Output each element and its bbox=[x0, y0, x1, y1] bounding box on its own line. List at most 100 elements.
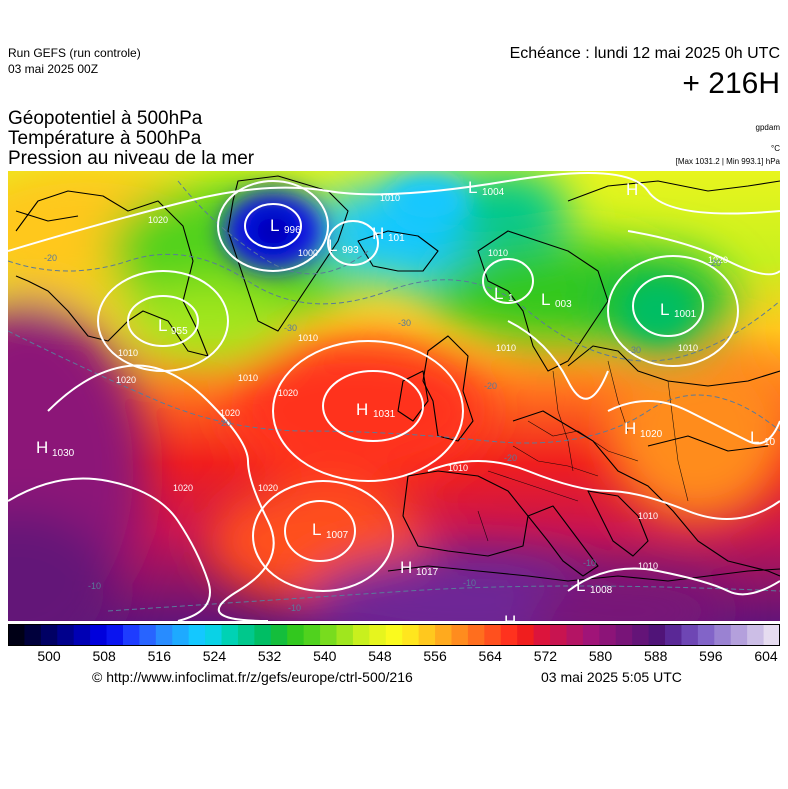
pressure-center-value: 955 bbox=[171, 326, 188, 337]
colorbar-tick-label: 540 bbox=[313, 648, 337, 664]
forecast-date: Echéance : lundi 12 mai 2025 0h UTC bbox=[509, 45, 780, 62]
isobar-label: 1020 bbox=[173, 483, 193, 493]
pressure-center: H bbox=[626, 180, 638, 199]
colorbar-swatch bbox=[402, 624, 420, 646]
colorbar-swatch bbox=[320, 624, 338, 646]
isobar-label: 1010 bbox=[448, 463, 468, 473]
unit-gpdam: gpdam bbox=[755, 123, 780, 132]
title-geopotential: Géopotentiel à 500hPa bbox=[8, 108, 203, 129]
colorbar-swatch bbox=[8, 624, 26, 646]
colorbar-tick-label: 532 bbox=[257, 648, 282, 664]
pressure-center: L bbox=[541, 290, 550, 309]
temperature-label: -10 bbox=[288, 603, 301, 613]
pressure-center: H bbox=[372, 224, 384, 243]
colorbar-tick-label: 500 bbox=[37, 648, 61, 664]
colorbar-swatch bbox=[237, 624, 255, 646]
colorbar-swatch bbox=[730, 624, 748, 646]
colorbar-swatch bbox=[139, 624, 157, 646]
pressure-center-value: 003 bbox=[555, 299, 572, 310]
isobar-label: 1010 bbox=[496, 343, 516, 353]
temperature-label: -30 bbox=[398, 318, 411, 328]
isobar-label: 1020 bbox=[278, 388, 298, 398]
colorbar-tick-label: 524 bbox=[202, 648, 227, 664]
isobar-label: 1010 bbox=[118, 348, 138, 358]
isobar-label: 1000 bbox=[298, 248, 318, 258]
colorbar-tick-label: 516 bbox=[147, 648, 171, 664]
pressure-center: L bbox=[312, 520, 321, 539]
colorbar-swatch bbox=[24, 624, 42, 646]
temperature-label: -20 bbox=[484, 381, 497, 391]
colorbar-swatch bbox=[615, 624, 633, 646]
isobar-label: 1010 bbox=[638, 561, 658, 571]
pressure-center-value: 101 bbox=[388, 233, 405, 244]
isobar-label: 1020 bbox=[708, 255, 728, 265]
pressure-center-value: 1017 bbox=[416, 567, 439, 578]
colorbar-swatch bbox=[451, 624, 469, 646]
temperature-labels: -20 -20 -30 -30 -20 -20 -30 -20 -10 -10 … bbox=[44, 253, 721, 613]
pressure-center-value: 1004 bbox=[482, 187, 505, 198]
colorbar-swatch bbox=[517, 624, 535, 646]
pressure-center: L bbox=[468, 178, 477, 197]
unit-celsius: °C bbox=[771, 144, 780, 153]
pressure-center: H bbox=[624, 419, 636, 438]
colorbar-swatch bbox=[221, 624, 239, 646]
pressure-center-value: 996 bbox=[284, 225, 301, 236]
pressure-center-value: 1031 bbox=[373, 409, 396, 420]
pressure-center-value: 1008 bbox=[590, 585, 613, 596]
weather-map: L 996 L 993 H 101 L 1004 H L 955 L1 L 003 L 100… bbox=[8, 171, 780, 621]
pressure-center: H bbox=[356, 400, 368, 419]
colorbar-swatch bbox=[106, 624, 124, 646]
temperature-label: -30 bbox=[628, 345, 641, 355]
colorbar-swatch bbox=[550, 624, 568, 646]
colorbar-swatch bbox=[484, 624, 502, 646]
isobar-label: 1010 bbox=[488, 248, 508, 258]
run-date: 03 mai 2025 00Z bbox=[8, 62, 99, 76]
pressure-center-value: 1030 bbox=[52, 448, 75, 459]
colorbar-swatch bbox=[435, 624, 453, 646]
temperature-label: -10 bbox=[88, 581, 101, 591]
colorbar-swatch bbox=[763, 624, 780, 646]
pressure-center: L bbox=[158, 316, 167, 335]
colorbar-swatch bbox=[287, 624, 305, 646]
colorbar-swatch bbox=[747, 624, 765, 646]
colorbar-swatch bbox=[155, 624, 173, 646]
colorbar-tick-label: 548 bbox=[368, 648, 392, 664]
pressure-center: H bbox=[504, 612, 516, 621]
colorbar-swatch bbox=[73, 624, 91, 646]
colorbar-swatch bbox=[697, 624, 715, 646]
colorbar-swatch bbox=[418, 624, 436, 646]
colorbar-tick-label: 556 bbox=[423, 648, 447, 664]
colorbar-swatch bbox=[254, 624, 272, 646]
title-temperature: Température à 500hPa bbox=[8, 128, 202, 149]
temperature-label: -20 bbox=[44, 253, 57, 263]
pressure-center-value: 993 bbox=[342, 245, 359, 256]
pressure-center: H bbox=[36, 438, 48, 457]
colorbar-swatch bbox=[188, 624, 206, 646]
isobar-labels: 1010 1020 1010 1000 1010 1020 1010 1010 … bbox=[116, 193, 728, 571]
run-label: Run GEFS (run controle) bbox=[8, 46, 141, 60]
colorbar-ticks: 500 508 516 524 532 540 548 556 564 572 580 588 596 6… bbox=[8, 648, 780, 666]
pressure-center: L bbox=[328, 236, 337, 255]
colorbar-swatch bbox=[632, 624, 650, 646]
pressure-center: L bbox=[494, 284, 503, 303]
colorbar-swatch bbox=[599, 624, 617, 646]
colorbar-swatch bbox=[172, 624, 190, 646]
pressure-center: L bbox=[576, 576, 585, 595]
pressure-center: H bbox=[400, 558, 412, 577]
colorbar-swatch bbox=[205, 624, 223, 646]
colorbar-tick-label: 580 bbox=[588, 648, 613, 664]
isobar-label: 1010 bbox=[638, 511, 658, 521]
title-pressure: Pression au niveau de la mer bbox=[8, 148, 255, 169]
colorbar-tick-label: 588 bbox=[644, 648, 668, 664]
lead-time: + 216H bbox=[682, 67, 780, 100]
colorbar-swatch bbox=[665, 624, 683, 646]
colorbar-swatch bbox=[336, 624, 354, 646]
temperature-label: -20 bbox=[504, 453, 517, 463]
isobar-label: 1010 bbox=[678, 343, 698, 353]
colorbar-swatch bbox=[270, 624, 288, 646]
colorbar-swatch bbox=[582, 624, 600, 646]
isobars bbox=[8, 172, 780, 621]
temperature-label: -30 bbox=[284, 323, 297, 333]
pressure-center-value: 1 bbox=[508, 293, 514, 304]
